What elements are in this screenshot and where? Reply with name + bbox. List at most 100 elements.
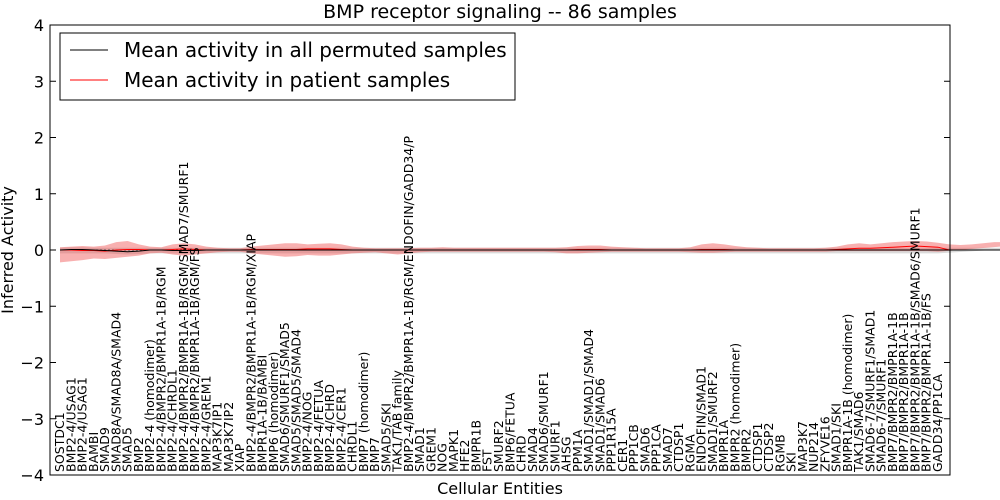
category-label: BMP2-4/BMPR2/BMPR1A-1B/RGM: [153, 267, 168, 473]
category-label: BMP2-4/CHRD: [322, 384, 337, 472]
category-label: BMP2-4/GREM1: [198, 375, 213, 472]
category-label: BMP2-4/USAG1: [75, 377, 90, 472]
y-tick-label: −2: [20, 354, 44, 373]
category-label: SMAD6: [637, 427, 652, 472]
category-label: BMP2-4/CHRDL1: [165, 369, 180, 472]
category-label: BMP2: [131, 437, 146, 472]
y-tick-label: 2: [34, 129, 44, 148]
legend-permuted-label: Mean activity in all permuted samples: [124, 38, 507, 62]
category-label: SMAD6/SMURF1: [536, 371, 551, 472]
category-label: SMAD1/SMAD1/SMAD4: [581, 329, 596, 472]
y-tick-label: 4: [34, 16, 44, 35]
legend: Mean activity in all permuted samples Me…: [59, 32, 516, 101]
category-label: SMAD5/SMAD5/SMAD4: [288, 329, 303, 472]
permuted-mean-line: [59, 248, 1000, 253]
category-label: BMP6 (homodimer): [266, 352, 281, 472]
category-label: BMPR1A-1B/BAMBI: [255, 355, 270, 472]
category-label: BMP2-4/FETUA: [311, 380, 326, 472]
category-label: CHRDL1: [345, 421, 360, 472]
category-label: SKI: [784, 452, 799, 472]
category-label: SMAD6/SMURF1/SMAD5: [277, 322, 292, 472]
category-label: ENDOFIN/SMAD1: [694, 366, 709, 472]
category-label: BMP2-4/CER1: [333, 387, 348, 472]
category-label: SMURF1: [547, 420, 562, 472]
category-label: SMAD7: [660, 427, 675, 472]
category-label: BMP7/BMPR2/BMPR1A-1B/FS: [919, 293, 934, 472]
y-tick-label: −4: [20, 466, 44, 485]
y-tick-label: −3: [20, 410, 44, 429]
category-label: BMP2-4/BMPR2/BMPR1A-1B/RGM/FS: [187, 247, 202, 472]
category-label: PPP1R15A: [604, 408, 619, 472]
legend-box: [59, 32, 516, 101]
category-label: MAP3K7IP1: [210, 402, 225, 472]
category-label: BMP7/BMPR2/BMPR1A-1B: [885, 312, 900, 472]
category-label: TAK1/SMAD6: [851, 392, 866, 473]
category-label: BMP6/FETUA: [502, 392, 517, 472]
category-label: BMPR2: [739, 428, 754, 472]
category-label: BMP2-4/BMPR2/BMPR1A-1B/RGM/XIAP: [243, 233, 258, 472]
category-labels: SOSTDC1BMP2-4/USAG1BMP2-4/USAG1BAMBISMAD…: [52, 136, 945, 473]
category-label: SMAD1/SMAD6: [592, 378, 607, 472]
plot-border: [49, 24, 951, 476]
category-label: SMAD8A/SMAD8A/SMAD4: [108, 312, 123, 472]
category-label: PPP1CA: [649, 424, 664, 472]
category-label: CHRD: [514, 436, 529, 472]
category-label: CTDSP1: [750, 423, 765, 472]
category-label: CTDSP1: [671, 423, 686, 472]
category-label: MAPK1: [446, 429, 461, 472]
category-label: TAK1/TAB family: [390, 369, 405, 473]
category-label: SMAD1/SKI: [829, 403, 844, 472]
category-label: BMP2-4 (homodimer): [142, 339, 157, 472]
category-label: GADD34/PP1CA: [930, 374, 945, 472]
category-label: RGMA: [682, 434, 697, 472]
category-label: AHSG: [559, 436, 574, 472]
x-axis-title: Cellular Entities: [437, 479, 563, 498]
category-label: NUP214: [806, 422, 821, 472]
category-label: BMP2-4/USAG1: [63, 377, 78, 472]
category-label: SMAD9: [97, 427, 112, 472]
category-label: SMAD5/SKI: [378, 403, 393, 472]
patient-activity-band: [60, 241, 1000, 263]
category-label: BMP7/BMPR2/BMPR1A-1B: [896, 312, 911, 472]
series-lines: [59, 245, 1000, 253]
category-label: BMPR1A: [716, 419, 731, 472]
category-label: BMP2-4/BMPR2/BMPR1A-1B/RGM/SMAD7/SMURF1: [176, 162, 191, 472]
y-axis-ticks: −4 −3 −2 −1 0 1 2 3 4: [20, 16, 950, 485]
chart-title: BMP receptor signaling -- 86 samples: [323, 1, 677, 23]
y-tick-label: 1: [34, 185, 44, 204]
category-label: BMP2-4/BMPR2/BMPR1A-1B/RGM/ENDOFIN/GADD3…: [401, 136, 416, 472]
y-axis-title: Inferred Activity: [0, 186, 17, 314]
y-tick-label: 3: [34, 72, 44, 91]
category-label: BAMBI: [86, 432, 101, 472]
category-label: BMP7 (homodimer): [356, 352, 371, 472]
category-label: SMURF2: [491, 420, 506, 472]
category-label: BMPR2 (homodimer): [727, 343, 742, 472]
category-label: PPP1CB: [626, 424, 641, 472]
category-label: RGMB: [772, 434, 787, 472]
category-label: ZFYVE16: [817, 416, 832, 472]
category-label: BMP7: [367, 437, 382, 472]
category-label: BMP7/BMPR2/BMPR1A-1B/SMAD6/SMURF1: [907, 207, 922, 472]
category-label: BMPR1B: [468, 420, 483, 472]
category-label: SMAD5: [120, 427, 135, 472]
category-label: PPM1A: [570, 429, 585, 472]
category-label: FST: [480, 449, 495, 472]
y-tick-label: −1: [20, 297, 44, 316]
category-label: XIAP: [232, 443, 247, 472]
category-label: SMAD6-7/SMURF1: [874, 359, 889, 472]
category-label: SMAD4: [525, 427, 540, 472]
category-label: CER1: [615, 439, 630, 472]
category-label: NOG: [435, 443, 450, 472]
legend-patient-label: Mean activity in patient samples: [124, 68, 450, 92]
category-label: CTDSP2: [761, 423, 776, 472]
category-label: MAP3K7: [795, 421, 810, 472]
category-label: BMP2-4/NOG: [300, 392, 315, 472]
category-label: GREM1: [423, 427, 438, 472]
category-label: HFE2: [457, 440, 472, 472]
y-tick-label: 0: [34, 241, 44, 260]
category-label: SMAD1: [412, 427, 427, 472]
category-label: SMAD1/SMURF2: [705, 371, 720, 472]
category-label: MAP3K7IP2: [221, 402, 236, 472]
category-label: SMAD6-7/SMURF1/SMAD1: [862, 310, 877, 472]
